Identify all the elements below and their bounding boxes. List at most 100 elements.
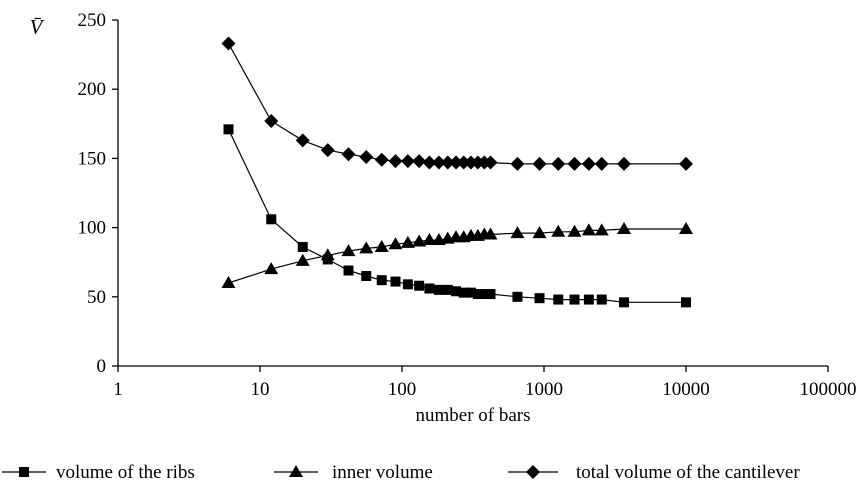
data-point <box>442 284 453 295</box>
data-point <box>223 124 234 135</box>
y-tick-label: 150 <box>78 148 107 169</box>
data-point <box>534 293 545 304</box>
data-point <box>450 286 461 297</box>
data-point <box>551 156 566 171</box>
data-point <box>440 155 455 170</box>
legend-marker <box>289 465 303 477</box>
data-point <box>341 244 356 257</box>
data-point <box>412 234 427 247</box>
data-point <box>569 294 580 305</box>
data-point <box>510 156 525 171</box>
y-tick-label: 200 <box>78 79 107 100</box>
data-point <box>359 150 374 165</box>
data-point <box>483 227 498 240</box>
data-point <box>343 265 354 276</box>
data-point <box>266 214 277 225</box>
data-point <box>567 224 582 237</box>
y-tick-label: 50 <box>87 287 106 308</box>
data-point <box>485 289 496 300</box>
data-point <box>341 147 356 162</box>
data-point <box>400 235 415 248</box>
data-point <box>402 279 413 290</box>
plot-area <box>221 36 693 308</box>
legend-label: volume of the ribs <box>56 462 195 483</box>
legend: volume of the ribs inner volume total volu… <box>2 462 800 483</box>
legend-item: inner volume <box>274 462 433 483</box>
data-point <box>320 248 335 261</box>
data-point <box>422 155 437 170</box>
data-point <box>424 283 435 294</box>
data-point <box>388 154 403 169</box>
data-point <box>221 36 236 51</box>
data-point <box>679 221 693 234</box>
y-axis-title: V̄ <box>30 15 45 39</box>
data-point <box>583 294 594 305</box>
data-point <box>458 287 469 298</box>
data-point <box>431 155 446 170</box>
x-axis-title: number of bars <box>415 405 530 426</box>
x-tick-label: 100000 <box>800 379 857 400</box>
data-point <box>390 276 401 287</box>
y-tick-label: 0 <box>97 356 107 377</box>
data-point <box>297 241 308 252</box>
data-point <box>320 143 335 158</box>
legend-marker <box>526 465 540 479</box>
legend-marker <box>19 467 29 477</box>
data-point <box>376 275 387 286</box>
x-tick-label: 100 <box>388 379 417 400</box>
data-point <box>388 237 403 250</box>
data-point <box>532 156 547 171</box>
data-point <box>448 155 463 170</box>
data-point <box>681 297 691 308</box>
x-tick-label: 10000 <box>662 379 710 400</box>
y-tick-label: 100 <box>78 218 107 239</box>
data-point <box>264 262 279 275</box>
data-point <box>374 152 389 167</box>
data-point <box>567 156 582 171</box>
data-point <box>400 154 415 169</box>
data-point <box>414 280 425 291</box>
data-point <box>532 226 547 239</box>
data-point <box>264 114 279 129</box>
data-point <box>456 155 471 170</box>
legend-label: total volume of the cantilever <box>576 462 800 483</box>
data-point <box>472 289 483 300</box>
data-point <box>483 155 498 170</box>
data-point <box>581 156 596 171</box>
data-point <box>581 223 596 236</box>
data-point <box>510 226 525 239</box>
data-point <box>422 233 437 246</box>
series-diamond <box>221 36 693 171</box>
data-point <box>596 294 607 305</box>
data-point <box>551 224 566 237</box>
data-point <box>512 291 523 302</box>
series-line <box>227 129 686 303</box>
x-tick-label: 1 <box>113 379 123 400</box>
x-tick-label: 10 <box>251 379 270 400</box>
data-point <box>295 133 310 148</box>
series-line <box>227 43 686 165</box>
legend-item: total volume of the cantilever <box>508 462 800 483</box>
data-point <box>617 221 632 234</box>
legend-item: volume of the ribs <box>2 462 195 483</box>
series-triangle <box>221 221 693 288</box>
data-point <box>359 241 374 254</box>
data-point <box>412 154 427 169</box>
data-point <box>594 223 609 236</box>
axes: 0 50 100 150 200 250 1 10 100 1000 10000 100000 numb… <box>30 10 857 426</box>
x-tick-label: 1000 <box>525 379 563 400</box>
data-point <box>594 156 609 171</box>
series-square <box>223 124 691 308</box>
data-point <box>221 275 236 288</box>
data-point <box>619 297 630 308</box>
data-point <box>295 253 310 266</box>
data-point <box>361 271 372 282</box>
data-point <box>617 156 632 171</box>
data-point <box>433 284 444 295</box>
y-tick-label: 250 <box>78 10 107 31</box>
data-point <box>479 289 490 300</box>
data-point <box>553 294 564 305</box>
data-point <box>465 287 476 298</box>
